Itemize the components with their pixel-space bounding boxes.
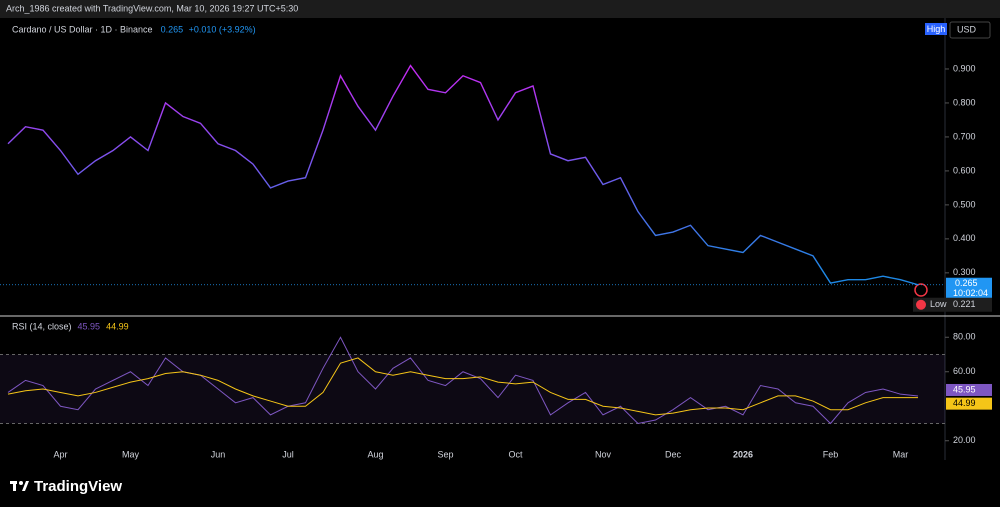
y-tick-label: 20.00 [953, 435, 976, 445]
y-tick-label: 0.700 [953, 131, 976, 141]
rsi-value-box [946, 397, 992, 410]
y-tick-label: 0.300 [953, 267, 976, 277]
rsi-band-fill [0, 354, 945, 424]
rsi-value-label: 44.99 [953, 398, 976, 408]
y-tick-label: 0.500 [953, 199, 976, 209]
price-line [7, 64, 919, 286]
currency-box[interactable] [949, 21, 991, 39]
x-tick-label: Mar [893, 449, 909, 459]
low-value: 0.221 [953, 299, 976, 309]
y-tick-label: 80.00 [953, 332, 976, 342]
logo-mark [19, 481, 23, 485]
y-tick-label: 60.00 [953, 366, 976, 376]
logo: TradingView [10, 478, 122, 495]
logo-mark [13, 481, 16, 491]
x-tick-label: May [122, 449, 140, 459]
x-tick-label: Sep [437, 449, 453, 459]
legend-change: +0.010 (+3.92%) [189, 24, 256, 34]
low-box [913, 297, 992, 312]
x-tick-label: Feb [823, 449, 839, 459]
brand: TradingView [34, 478, 122, 495]
y-tick-label: 0.600 [953, 165, 976, 175]
last-price-box [946, 277, 992, 300]
x-tick-label: Jul [282, 449, 294, 459]
x-tick-label: Jun [211, 449, 226, 459]
scale-badge[interactable] [925, 23, 947, 35]
low-label: Low [930, 299, 947, 309]
credit: Arch_1986 created with TradingView.com, … [6, 3, 298, 13]
countdown: 10:02:04 [953, 288, 988, 298]
x-tick-label: Nov [595, 449, 612, 459]
logo-mark [22, 481, 29, 491]
rsi-title: RSI (14, close) [12, 321, 72, 331]
low-icon [916, 299, 926, 310]
chart-title: Cardano / US Dollar · 1D · Binance [12, 24, 153, 34]
x-tick-label: Apr [53, 449, 67, 459]
x-tick-label: Aug [367, 449, 383, 459]
scale-mode[interactable]: High [927, 24, 946, 34]
chart-bg [0, 18, 1000, 465]
y-tick-label: 0.400 [953, 233, 976, 243]
rsi-legend-value: 45.95 [78, 321, 101, 331]
last-price-label: 0.265 [955, 278, 978, 288]
x-tick-label: Oct [508, 449, 523, 459]
x-tick-label: Dec [665, 449, 682, 459]
header-bar [0, 0, 1000, 18]
legend-value: 0.265 [161, 24, 184, 34]
rsi-value-label: 45.95 [953, 384, 976, 394]
x-tick-label: 2026 [733, 449, 753, 459]
currency[interactable]: USD [957, 24, 977, 34]
rsi-line [7, 357, 919, 416]
y-tick-label: 0.800 [953, 97, 976, 107]
rsi-line [7, 336, 919, 425]
rsi-legend-value: 44.99 [106, 321, 129, 331]
alert-icon [914, 283, 928, 297]
y-tick-label: 0.900 [953, 63, 976, 73]
rsi-value-box [946, 383, 992, 396]
